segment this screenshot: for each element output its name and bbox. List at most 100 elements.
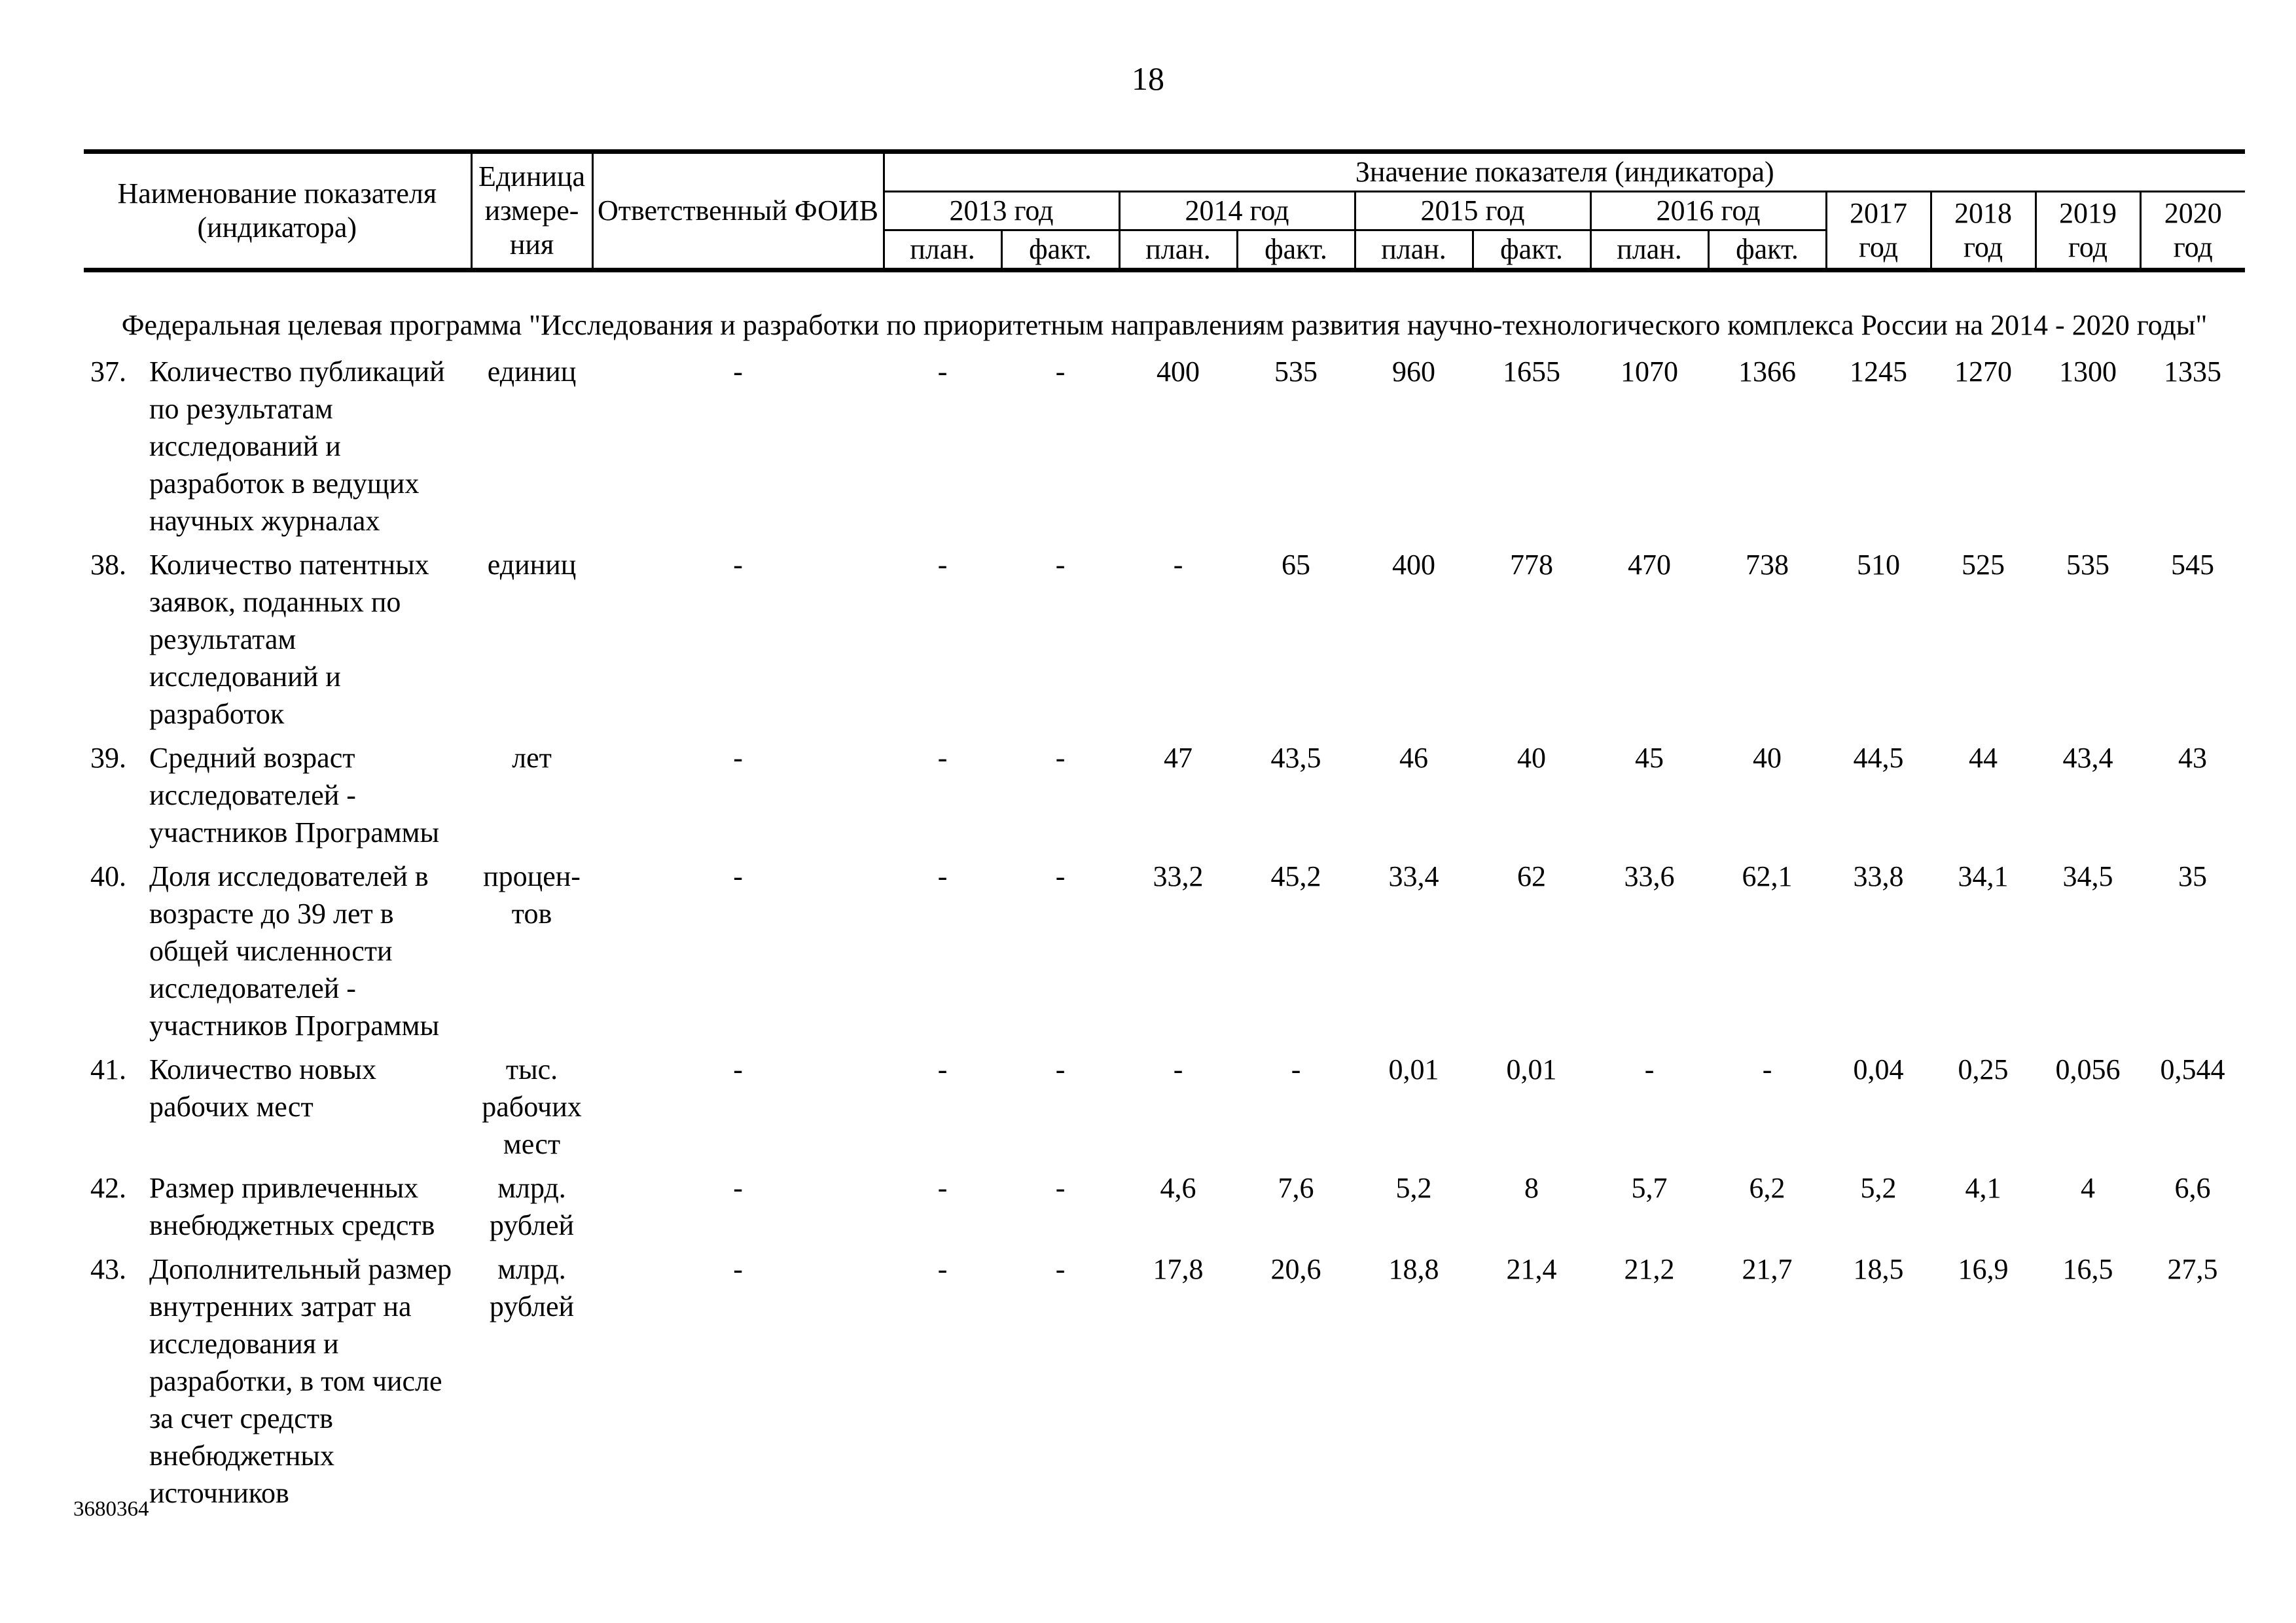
value-cell: 4 (2081, 1172, 2096, 1204)
col-header-indicator-name: Наименование показателя (индикатора) (84, 149, 473, 272)
indicator-row: 37. Количество публикаций по результатам … (84, 353, 2245, 546)
value-cell: 400 (1392, 549, 1436, 581)
col-header-year-2020: 2020 год (2139, 191, 2246, 272)
value-cell: 34,1 (1958, 860, 2009, 892)
col-header-year-2013: 2013 год (882, 191, 1121, 231)
indicator-name: Количество новых рабочих мест (149, 1053, 376, 1123)
value-cell: 0,01 (1388, 1053, 1439, 1085)
value-cell: 21,2 (1624, 1253, 1675, 1285)
value-cell: 738 (1746, 549, 1789, 581)
value-cell: - (937, 1053, 948, 1085)
unit-of-measure: млрд. рублей (489, 1253, 575, 1322)
value-cell: - (1291, 1053, 1301, 1085)
value-cell: 33,6 (1624, 860, 1675, 892)
page-number: 18 (1132, 60, 1164, 97)
col-header-fact-2016: факт. (1707, 229, 1827, 272)
value-cell: 0,25 (1958, 1053, 2009, 1085)
col-header-plan-2013: план. (882, 229, 1003, 272)
value-cell: 7,6 (1278, 1172, 1314, 1204)
value-cell: 40 (1753, 742, 1782, 774)
value-cell: 65 (1282, 549, 1311, 581)
value-cell: 5,2 (1860, 1172, 1897, 1204)
value-cell: 400 (1157, 356, 1200, 388)
header-row-group: Наименование показателя (индикатора) Еди… (84, 149, 2246, 272)
value-cell: 5,7 (1631, 1172, 1668, 1204)
value-cell: 18,8 (1388, 1253, 1439, 1285)
col-header-plan-2015: план. (1354, 229, 1474, 272)
value-cell: 44,5 (1853, 742, 1904, 774)
value-cell: 6,6 (2174, 1172, 2211, 1204)
indicators-body: Федеральная целевая программа "Исследова… (84, 270, 2245, 1519)
value-cell: 778 (1510, 549, 1554, 581)
value-cell: 5,2 (1395, 1172, 1432, 1204)
value-cell: - (1055, 1053, 1066, 1085)
indicator-row: 43. Дополнительный размер внутренних затр… (84, 1250, 2245, 1518)
indicator-row: 38. Количество патентных заявок, поданных… (84, 546, 2245, 739)
value-cell: 8 (1524, 1172, 1539, 1204)
value-cell: - (1644, 1053, 1655, 1085)
value-cell: - (937, 356, 948, 388)
unit-of-measure: лет (512, 742, 552, 774)
value-cell: - (1055, 549, 1066, 581)
indicator-row: 39. Средний возраст исследователей - учас… (84, 739, 2245, 858)
unit-of-measure: тыс. рабочих мест (482, 1053, 582, 1160)
value-cell: 535 (1274, 356, 1318, 388)
value-cell: 62,1 (1742, 860, 1793, 892)
value-cell: 21,4 (1506, 1253, 1557, 1285)
value-cell: 0,04 (1853, 1053, 1904, 1085)
indicator-row: 42. Размер привлеченных внебюджетных сред… (84, 1169, 2245, 1250)
unit-of-measure: процен- тов (483, 860, 581, 930)
value-cell: 33,4 (1388, 860, 1439, 892)
col-header-year-2018: 2018 год (1929, 191, 2037, 272)
indicator-name: Количество патентных заявок, поданных по… (149, 549, 429, 730)
col-header-unit: Единица измере- ния (470, 149, 594, 272)
value-cell: - (1173, 1053, 1183, 1085)
value-cell: - (1055, 860, 1066, 892)
col-header-year-2016: 2016 год (1589, 191, 1827, 231)
value-cell: 1300 (2059, 356, 2117, 388)
value-cell: 35 (2178, 860, 2208, 892)
value-cell: 1070 (1621, 356, 1679, 388)
value-cell: 470 (1628, 549, 1672, 581)
row-number: 39. (90, 742, 126, 774)
value-cell: 6,2 (1749, 1172, 1785, 1204)
value-cell: 33,2 (1153, 860, 1204, 892)
responsible-foiv: - (733, 742, 743, 774)
value-cell: - (1173, 549, 1183, 581)
row-number: 40. (90, 860, 126, 892)
value-cell: - (1055, 742, 1066, 774)
value-cell: 45 (1635, 742, 1664, 774)
value-cell: 21,7 (1742, 1253, 1793, 1285)
header-row-planfact: план. факт. план. факт. план. факт. план… (84, 229, 2245, 272)
responsible-foiv: - (733, 549, 743, 581)
table-header: Наименование показателя (индикатора) Еди… (84, 149, 2246, 272)
value-cell: 1366 (1738, 356, 1797, 388)
indicator-name: Дополнительный размер внутренних затрат … (149, 1253, 452, 1509)
value-cell: 43 (2178, 742, 2208, 774)
value-cell: 17,8 (1153, 1253, 1204, 1285)
value-cell: 1655 (1503, 356, 1561, 388)
value-cell: 16,9 (1958, 1253, 2009, 1285)
col-header-plan-2016: план. (1589, 229, 1710, 272)
responsible-foiv: - (733, 860, 743, 892)
col-header-year-2019: 2019 год (2034, 191, 2142, 272)
indicator-name: Размер привлеченных внебюджетных средств (149, 1172, 435, 1241)
value-cell: 0,544 (2160, 1053, 2225, 1085)
responsible-foiv: - (733, 356, 743, 388)
value-cell: 0,056 (2055, 1053, 2121, 1085)
value-cell: 44 (1969, 742, 1998, 774)
row-number: 37. (90, 356, 126, 388)
value-cell: 34,5 (2062, 860, 2113, 892)
indicator-name: Средний возраст исследователей - участни… (149, 742, 440, 848)
value-cell: 18,5 (1853, 1253, 1904, 1285)
value-cell: - (937, 549, 948, 581)
indicators-table: Наименование показателя (индикатора) Еди… (84, 149, 2246, 1519)
value-cell: - (937, 1253, 948, 1285)
section-title-row: Федеральная целевая программа "Исследова… (84, 270, 2245, 354)
value-cell: 20,6 (1270, 1253, 1321, 1285)
row-number: 38. (90, 549, 126, 581)
value-cell: 510 (1857, 549, 1901, 581)
value-cell: - (937, 742, 948, 774)
value-cell: 16,5 (2062, 1253, 2113, 1285)
